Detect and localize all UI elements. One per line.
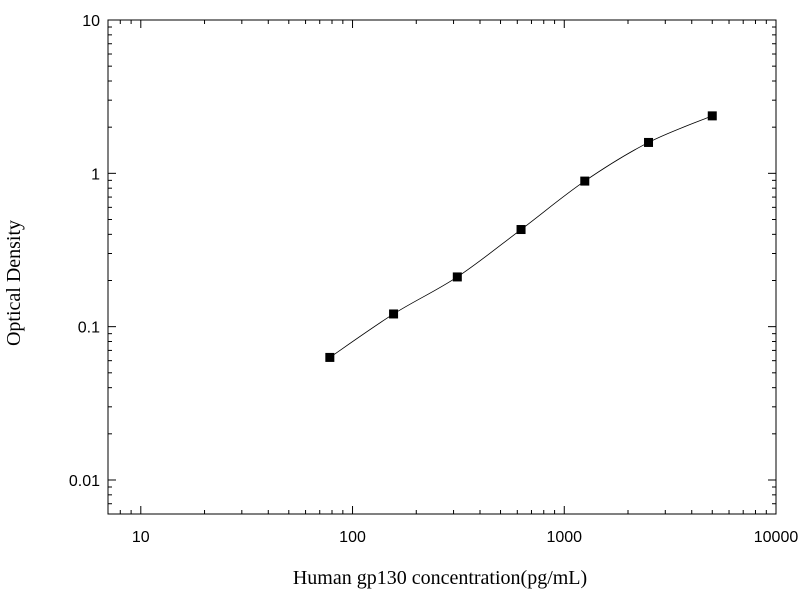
x-axis-ticks: 10 100 1000 10000 <box>107 20 799 546</box>
x-axis-label: Human gp130 concentration(pg/mL) <box>293 567 587 589</box>
y-tick-label: 0.01 <box>69 473 100 490</box>
data-point <box>580 176 590 186</box>
y-tick-label: 10 <box>82 13 100 30</box>
data-point <box>644 137 654 147</box>
fit-curve-layer <box>329 115 713 358</box>
x-tick-label: 1000 <box>546 529 582 546</box>
x-tick-label: 10 <box>132 529 150 546</box>
x-tick-label: 10000 <box>754 529 799 546</box>
y-axis-label: Optical Density <box>3 220 25 346</box>
axes <box>107 19 777 515</box>
y-axis-ticks: 10 1 0.1 0.01 <box>69 13 776 515</box>
plot-frame <box>107 19 777 515</box>
data-point <box>389 309 399 319</box>
data-point <box>516 225 526 235</box>
fit-curve <box>329 115 713 358</box>
data-point <box>707 111 717 121</box>
data-points <box>325 111 717 362</box>
x-tick-label: 100 <box>339 529 366 546</box>
data-point <box>452 272 462 282</box>
y-tick-label: 0.1 <box>78 320 100 337</box>
y-tick-label: 1 <box>91 166 100 183</box>
data-point <box>325 352 335 362</box>
